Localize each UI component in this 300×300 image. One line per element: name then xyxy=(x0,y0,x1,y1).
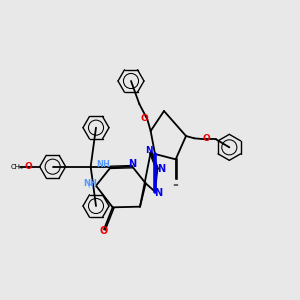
Text: H: H xyxy=(87,181,93,190)
Text: O: O xyxy=(25,162,32,171)
Text: =: = xyxy=(173,182,178,188)
Text: CH₃: CH₃ xyxy=(11,164,23,170)
Text: O: O xyxy=(140,114,148,123)
Text: O: O xyxy=(100,226,108,236)
Text: NH: NH xyxy=(96,160,110,169)
Text: N: N xyxy=(154,188,162,198)
Text: N: N xyxy=(157,164,165,174)
Text: N: N xyxy=(128,159,136,169)
Text: N: N xyxy=(145,146,152,155)
Text: NH: NH xyxy=(83,179,97,188)
Text: O: O xyxy=(202,134,210,143)
